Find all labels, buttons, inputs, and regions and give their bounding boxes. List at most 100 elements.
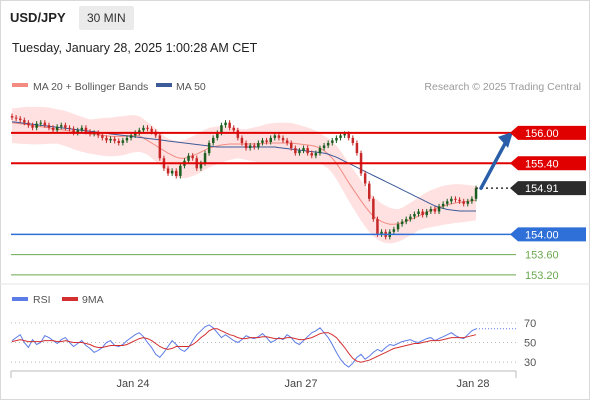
candle-body	[437, 206, 441, 212]
candle-body	[55, 126, 59, 131]
candle-body	[60, 125, 63, 127]
candle-body	[331, 140, 334, 143]
level-tag	[510, 181, 586, 196]
rsi-legend-label: RSI	[33, 294, 51, 306]
candle-body	[372, 198, 375, 220]
level-tag	[510, 125, 586, 140]
candle-body	[121, 140, 125, 143]
candle-body	[207, 143, 211, 154]
x-tick-label: Jan 27	[284, 378, 317, 390]
candle-body	[212, 137, 215, 143]
bollinger-band	[12, 106, 476, 244]
level-label: 155.40	[510, 156, 586, 171]
chart-datetime: Tuesday, January 28, 2025 1:00:28 AM CET	[12, 41, 258, 55]
candle-body	[72, 128, 75, 133]
candle-body	[105, 137, 108, 141]
candle-body	[433, 209, 437, 212]
candle-body	[470, 198, 474, 202]
candle-body	[343, 133, 346, 136]
candle-body	[413, 214, 416, 217]
level-value: 155.40	[525, 158, 559, 170]
candle-body	[51, 127, 55, 131]
candle-body	[306, 148, 309, 154]
ma50-line	[11, 121, 476, 212]
candle-body	[97, 132, 100, 136]
rsi-plot: 70 50 30	[11, 318, 536, 369]
ma20-legend-label: MA 20 + Bollinger Bands	[33, 81, 148, 93]
candle-body	[203, 153, 207, 164]
candle-body	[405, 219, 408, 222]
candle-body	[454, 198, 457, 200]
candle-body	[146, 127, 149, 129]
candle-body	[335, 137, 338, 141]
candle-body	[142, 127, 145, 131]
candle-body	[240, 137, 244, 143]
candle-body	[322, 145, 326, 148]
candle-body	[261, 140, 264, 143]
candle-body	[290, 143, 293, 149]
candle-body	[466, 201, 470, 204]
candle-body	[117, 141, 120, 143]
candle-body	[392, 229, 396, 232]
candle-body	[396, 224, 400, 230]
level-tag	[510, 156, 586, 171]
candle-body	[19, 118, 22, 121]
candle-body	[76, 130, 79, 133]
candle-body	[224, 122, 227, 126]
level-label: 156.00	[510, 125, 586, 140]
candle-body	[314, 153, 318, 156]
candle-body	[113, 138, 116, 141]
level-value: 153.20	[525, 270, 559, 282]
level-label: 153.60	[525, 250, 559, 262]
candle-body	[27, 122, 30, 126]
credit-label: Research © 2025 Trading Central	[424, 81, 581, 93]
candle-body	[285, 140, 289, 143]
candle-body	[429, 209, 433, 212]
candle-body	[179, 165, 182, 176]
candle-body	[199, 163, 203, 169]
candle-body	[216, 132, 219, 138]
x-tick-label: Jan 24	[116, 378, 149, 390]
candle-body	[355, 143, 359, 154]
candle-body	[298, 150, 301, 154]
candle-body	[64, 125, 67, 128]
candle-body	[257, 143, 260, 148]
candle-body	[400, 221, 404, 225]
rsi-legend-swatch	[12, 297, 28, 301]
candle-body	[409, 216, 412, 220]
rsi-ma-line	[11, 328, 477, 363]
candle-body	[458, 199, 461, 202]
rsi-tick-label: 50	[524, 338, 536, 350]
rsi-tick-label: 30	[524, 357, 536, 369]
ma50-legend-label: MA 50	[176, 81, 206, 93]
candle-body	[14, 117, 18, 119]
level-tag	[510, 227, 586, 242]
candle-body	[101, 135, 104, 138]
rsi-line	[11, 324, 477, 368]
candle-body	[10, 116, 14, 118]
candle-body	[462, 201, 465, 204]
candle-body	[363, 173, 367, 184]
candle-body	[158, 135, 162, 159]
candle-body	[84, 127, 88, 132]
timeframe-button[interactable]: 30 MIN	[79, 6, 134, 30]
candle-body	[170, 170, 174, 174]
candle-body	[248, 145, 252, 148]
candle-body	[187, 155, 190, 161]
candle-body	[269, 137, 272, 142]
candle-body	[380, 231, 383, 235]
rsi-ma-legend-swatch	[62, 297, 78, 301]
candle-body	[351, 137, 355, 143]
candle-body	[39, 122, 42, 124]
candle-body	[441, 203, 445, 207]
ma20-legend-swatch	[12, 83, 28, 87]
candle-body	[129, 135, 133, 138]
candle-body	[474, 188, 478, 199]
candle-body	[228, 122, 231, 128]
candle-body	[326, 143, 330, 146]
ma50-legend-swatch	[156, 83, 172, 87]
level-label: 154.91	[510, 181, 586, 196]
candle-body	[35, 123, 38, 128]
candle-body	[47, 125, 51, 128]
